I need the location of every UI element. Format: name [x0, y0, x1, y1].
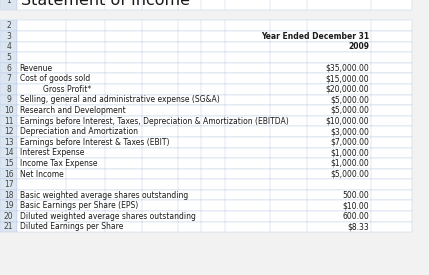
Bar	[0, 169, 17, 179]
Bar	[0, 31, 17, 42]
Bar	[17, 0, 412, 10]
Bar	[0, 126, 17, 137]
Bar	[0, 0, 17, 10]
Bar	[0, 222, 17, 232]
Bar	[0, 200, 17, 211]
Bar	[0, 73, 17, 84]
Text: 17: 17	[4, 180, 13, 189]
Text: Cost of goods sold: Cost of goods sold	[20, 74, 90, 83]
Text: $10.00: $10.00	[342, 201, 369, 210]
Text: 20: 20	[4, 212, 13, 221]
Text: 10: 10	[4, 106, 13, 115]
Text: $35,000.00: $35,000.00	[325, 64, 369, 73]
Text: 2009: 2009	[348, 42, 369, 51]
Text: 1: 1	[6, 0, 11, 5]
Text: $1,000.00: $1,000.00	[330, 159, 369, 168]
Text: 12: 12	[4, 127, 13, 136]
Text: 8: 8	[6, 85, 11, 94]
Text: 7: 7	[6, 74, 11, 83]
Bar	[0, 190, 17, 200]
Bar	[0, 63, 17, 73]
Text: Diluted weighted average shares outstanding: Diluted weighted average shares outstand…	[20, 212, 196, 221]
Bar	[17, 105, 412, 116]
Text: 600.00: 600.00	[342, 212, 369, 221]
Bar	[0, 20, 17, 31]
Bar	[17, 126, 412, 137]
Text: Gross Profit*: Gross Profit*	[43, 85, 91, 94]
Bar	[17, 179, 412, 190]
Text: $5,000.00: $5,000.00	[330, 95, 369, 104]
Bar	[0, 158, 17, 169]
Text: Income Tax Expense: Income Tax Expense	[20, 159, 97, 168]
Bar	[17, 137, 412, 147]
Text: 18: 18	[4, 191, 13, 200]
Text: 14: 14	[4, 148, 13, 157]
Text: 13: 13	[4, 138, 13, 147]
Bar	[17, 169, 412, 179]
Text: $20,000.00: $20,000.00	[325, 85, 369, 94]
Text: Net Income: Net Income	[20, 169, 63, 178]
Bar	[17, 84, 412, 95]
Text: Earnings before Interest & Taxes (EBIT): Earnings before Interest & Taxes (EBIT)	[20, 138, 169, 147]
Text: 6: 6	[6, 64, 11, 73]
Text: 500.00: 500.00	[342, 191, 369, 200]
Bar	[17, 158, 412, 169]
Text: Statement of Income: Statement of Income	[21, 0, 190, 8]
Bar	[17, 63, 412, 73]
Bar	[17, 73, 412, 84]
Bar	[17, 42, 412, 52]
Bar	[0, 147, 17, 158]
Text: $15,000.00: $15,000.00	[325, 74, 369, 83]
Bar	[17, 95, 412, 105]
Bar	[0, 52, 17, 63]
Text: Revenue: Revenue	[20, 64, 53, 73]
Text: 4: 4	[6, 42, 11, 51]
Text: Research and Development: Research and Development	[20, 106, 126, 115]
Bar	[17, 116, 412, 126]
Text: 15: 15	[4, 159, 13, 168]
Bar	[17, 200, 412, 211]
Bar	[0, 211, 17, 222]
Text: 11: 11	[4, 117, 13, 126]
Text: 5: 5	[6, 53, 11, 62]
Bar	[17, 52, 412, 63]
Text: $3,000.00: $3,000.00	[330, 127, 369, 136]
Bar	[17, 147, 412, 158]
Text: Basic Earnings per Share (EPS): Basic Earnings per Share (EPS)	[20, 201, 138, 210]
Text: Year Ended December 31: Year Ended December 31	[261, 32, 369, 41]
Text: Diluted Earnings per Share: Diluted Earnings per Share	[20, 222, 123, 232]
Text: $7,000.00: $7,000.00	[330, 138, 369, 147]
Bar	[0, 179, 17, 190]
Text: $10,000.00: $10,000.00	[325, 117, 369, 126]
Text: Interest Expense: Interest Expense	[20, 148, 84, 157]
Text: $1,000.00: $1,000.00	[330, 148, 369, 157]
Text: $5,000.00: $5,000.00	[330, 169, 369, 178]
Bar	[0, 42, 17, 52]
Bar	[17, 20, 412, 31]
Text: Selling, general and administrative expense (SG&A): Selling, general and administrative expe…	[20, 95, 220, 104]
Bar	[0, 137, 17, 147]
Bar	[0, 105, 17, 116]
Bar	[17, 222, 412, 232]
Text: Basic weighted average shares outstanding: Basic weighted average shares outstandin…	[20, 191, 188, 200]
Text: Earnings before Interest, Taxes, Depreciation & Amortization (EBITDA): Earnings before Interest, Taxes, Depreci…	[20, 117, 288, 126]
Text: 9: 9	[6, 95, 11, 104]
Bar	[0, 95, 17, 105]
Text: 2: 2	[6, 21, 11, 30]
Text: 19: 19	[4, 201, 13, 210]
Bar	[17, 31, 412, 42]
Bar	[0, 84, 17, 95]
Bar	[0, 116, 17, 126]
Text: 3: 3	[6, 32, 11, 41]
Text: Depreciation and Amortization: Depreciation and Amortization	[20, 127, 138, 136]
Text: 16: 16	[4, 169, 13, 178]
Bar	[17, 190, 412, 200]
Text: 21: 21	[4, 222, 13, 232]
Bar	[17, 211, 412, 222]
Text: $5,000.00: $5,000.00	[330, 106, 369, 115]
Text: $8.33: $8.33	[347, 222, 369, 232]
